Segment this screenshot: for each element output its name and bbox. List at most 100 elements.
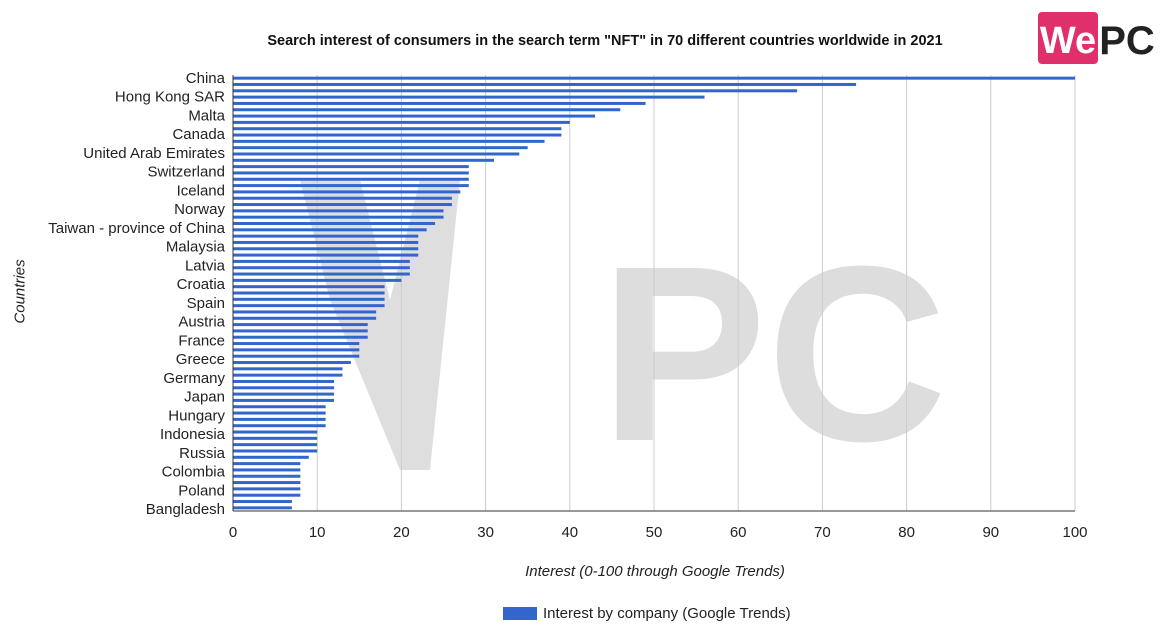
bar [233,386,335,390]
x-tick-label: 60 [730,524,747,541]
y-tick-label: Taiwan - province of China [48,220,225,237]
bar [233,348,360,352]
x-tick-label: 40 [561,524,578,541]
bar [233,127,562,131]
bar [233,468,301,472]
y-tick-label: Japan [184,389,225,406]
bar [233,411,326,415]
x-tick-label: 100 [1062,524,1087,541]
legend: Interest by company (Google Trends) [503,603,791,623]
y-tick-label: United Arab Emirates [83,145,225,162]
bar [233,139,545,143]
bar [233,379,335,383]
bar [233,266,410,270]
bar [233,323,368,327]
bar [233,417,326,421]
bar [233,228,427,232]
y-tick-label: Norway [174,201,225,218]
bar [233,221,436,225]
y-tick-label: Switzerland [147,164,225,181]
x-tick-labels: 0 10 20 30 40 50 60 70 80 90 100 [229,524,1088,541]
x-tick-label: 80 [898,524,915,541]
bar [233,342,360,346]
bar [233,354,360,358]
y-tick-label: Malaysia [166,239,226,256]
bar [233,392,335,396]
bar [233,133,562,137]
bar [233,430,318,434]
y-tick-label: Germany [163,370,225,387]
bar [233,310,377,314]
y-tick-label: Canada [172,126,225,143]
bar [233,462,301,466]
bar [233,398,335,402]
bar [233,405,326,409]
y-tick-label: Latvia [185,257,226,274]
bar [233,316,377,320]
bar [233,108,621,112]
x-tick-label: 30 [477,524,494,541]
y-tick-label: Colombia [162,464,226,481]
bar [233,272,410,276]
bar [233,215,444,219]
bar [233,424,326,428]
bar [233,76,1075,80]
y-tick-label: Russia [179,445,226,462]
logo-we-text: We [1040,20,1096,62]
svg-text:PC: PC [600,214,947,493]
x-axis-title: Interest (0-100 through Google Trends) [525,563,785,580]
bar [233,82,857,86]
bar [233,285,385,289]
y-tick-label: Iceland [177,182,225,199]
bar [233,449,318,453]
bar [233,101,646,105]
bar [233,487,301,491]
bar [233,158,495,162]
logo-badge [1038,12,1098,64]
bar [233,171,469,175]
bar [233,474,301,478]
bar [233,253,419,257]
bar [233,361,351,365]
x-tick-label: 0 [229,524,237,541]
x-tick-label: 10 [309,524,326,541]
bar [233,481,301,485]
y-tick-label: Hungary [168,407,225,424]
bar [233,506,292,510]
y-tick-label: Indonesia [160,426,226,443]
bar [233,436,318,440]
bar [233,89,798,93]
bar [233,247,419,251]
y-tick-label: Hong Kong SAR [115,89,225,106]
logo-pc-text: PC [1099,19,1155,63]
bars [233,76,1075,510]
bar [233,184,469,188]
bar [233,152,520,156]
bar [233,304,385,308]
bar [233,203,452,207]
bar [233,493,301,497]
bar [233,455,309,459]
y-tick-label: Croatia [177,276,226,293]
bar [233,114,596,118]
bar [233,329,368,333]
bar [233,234,419,238]
y-tick-label: Bangladesh [146,501,225,518]
bar [233,259,410,263]
y-tick-label: France [178,332,225,349]
watermark: PC [300,180,947,493]
bar [233,240,419,244]
chart-title: Search interest of consumers in the sear… [267,33,943,49]
bar [233,291,385,295]
bar [233,196,452,200]
bar [233,190,461,194]
bar [233,297,385,301]
x-tick-label: 70 [814,524,831,541]
bar [233,278,402,282]
y-tick-label: Greece [176,351,225,368]
y-tick-label: China [186,70,226,87]
bar [233,120,570,124]
bar [233,165,469,169]
